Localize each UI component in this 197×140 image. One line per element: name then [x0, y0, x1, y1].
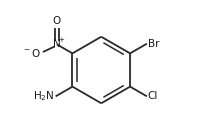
Text: +: +	[59, 37, 64, 43]
Text: N: N	[53, 39, 61, 49]
Text: O: O	[53, 16, 61, 26]
Text: Br: Br	[148, 39, 159, 49]
Text: H$_2$N: H$_2$N	[33, 89, 55, 103]
Text: $^-$O: $^-$O	[22, 47, 41, 59]
Text: Cl: Cl	[148, 91, 158, 101]
